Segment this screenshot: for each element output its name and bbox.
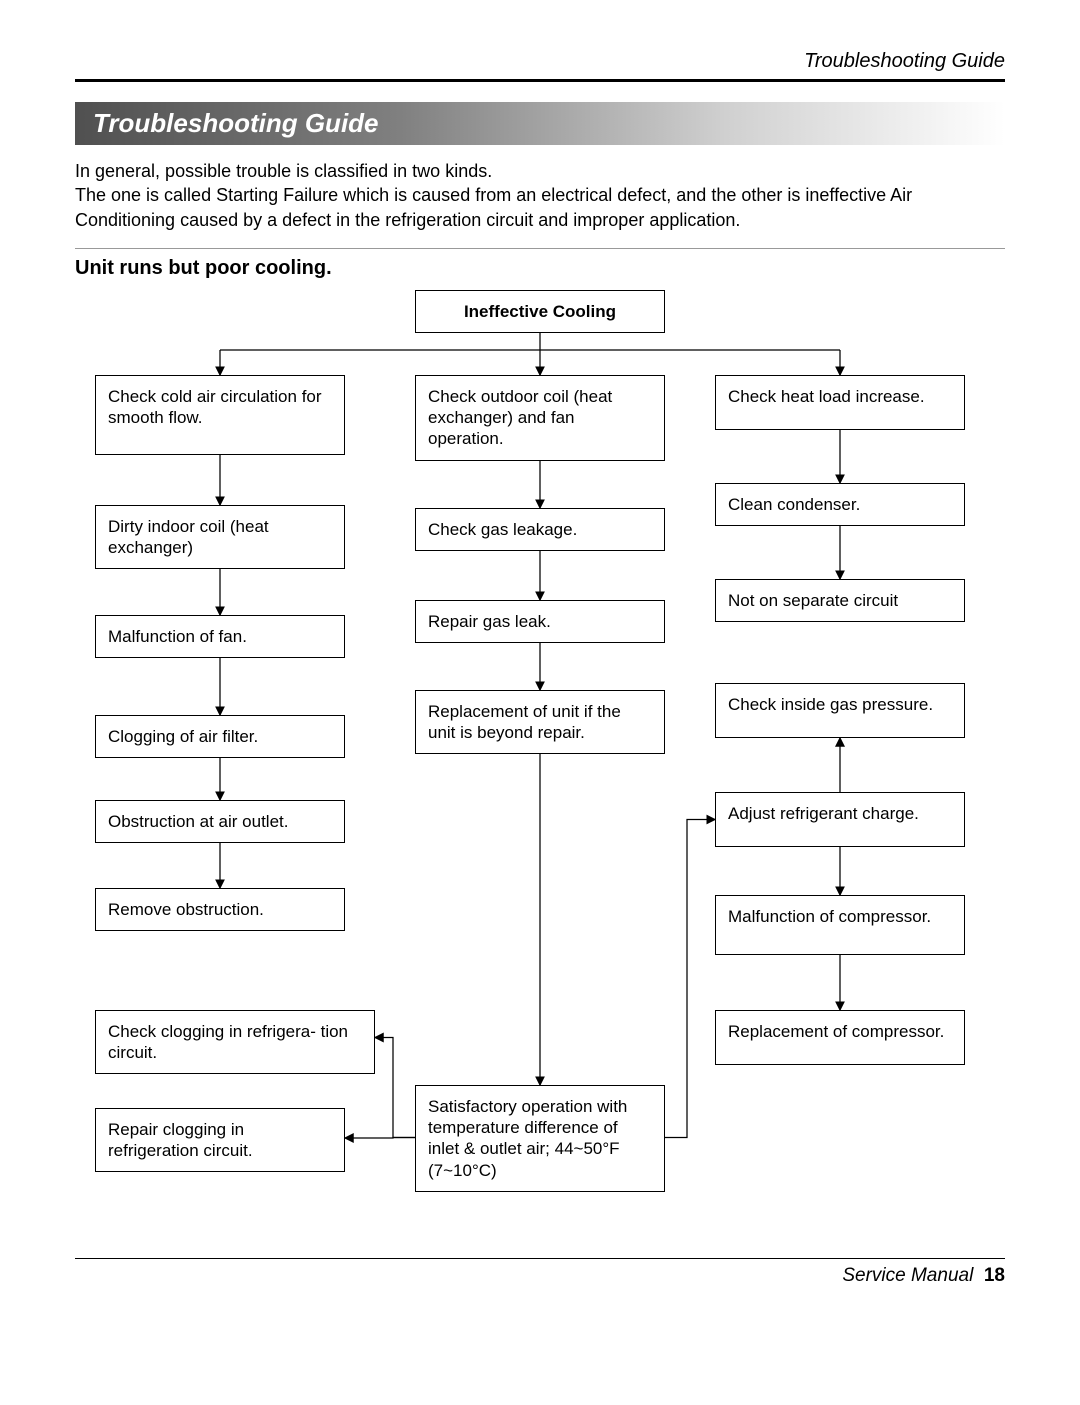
flow-node-c3: Not on separate circuit	[715, 579, 965, 622]
flow-node-c4: Check inside gas pressure.	[715, 683, 965, 738]
flow-node-c5: Adjust refrigerant charge.	[715, 792, 965, 847]
flow-node-a3: Malfunction of fan.	[95, 615, 345, 658]
flow-node-b1: Check outdoor coil (heat exchanger) and …	[415, 375, 665, 461]
page-title: Troubleshooting Guide	[75, 102, 1005, 145]
document-page: Troubleshooting Guide Troubleshooting Gu…	[0, 0, 1080, 1327]
flow-node-start: Ineffective Cooling	[415, 290, 665, 333]
flow-node-b2: Check gas leakage.	[415, 508, 665, 551]
footer: Service Manual 18	[75, 1265, 1005, 1287]
header-rule	[75, 79, 1005, 82]
flow-node-a2: Dirty indoor coil (heat exchanger)	[95, 505, 345, 570]
header-section-label: Troubleshooting Guide	[75, 50, 1005, 73]
intro-line-2: The one is called Starting Failure which…	[75, 183, 1005, 232]
footer-label: Service Manual	[842, 1265, 973, 1286]
flow-node-c1: Check heat load increase.	[715, 375, 965, 430]
flow-node-a8: Repair clogging in refrigeration circuit…	[95, 1108, 345, 1173]
page-number: 18	[984, 1265, 1005, 1286]
flowchart: Ineffective Cooling Check cold air circul…	[75, 290, 1005, 1240]
flow-node-b5: Satisfactory operation with temperature …	[415, 1085, 665, 1192]
intro-line-1: In general, possible trouble is classifi…	[75, 159, 1005, 183]
flow-node-c7: Replacement of compressor.	[715, 1010, 965, 1065]
flow-node-a6: Remove obstruction.	[95, 888, 345, 931]
flow-node-a4: Clogging of air filter.	[95, 715, 345, 758]
flow-node-a5: Obstruction at air outlet.	[95, 800, 345, 843]
footer-rule	[75, 1258, 1005, 1259]
flow-node-a1: Check cold air circulation for smooth fl…	[95, 375, 345, 455]
flow-node-c2: Clean condenser.	[715, 483, 965, 526]
flow-node-c6: Malfunction of compressor.	[715, 895, 965, 955]
subsection-rule	[75, 248, 1005, 249]
flow-node-a7: Check clogging in refrigera- tion circui…	[95, 1010, 375, 1075]
subsection-heading: Unit runs but poor cooling.	[75, 257, 1005, 280]
intro-text: In general, possible trouble is classifi…	[75, 159, 1005, 232]
flow-node-b3: Repair gas leak.	[415, 600, 665, 643]
flow-node-b4: Replacement of unit if the unit is beyon…	[415, 690, 665, 755]
